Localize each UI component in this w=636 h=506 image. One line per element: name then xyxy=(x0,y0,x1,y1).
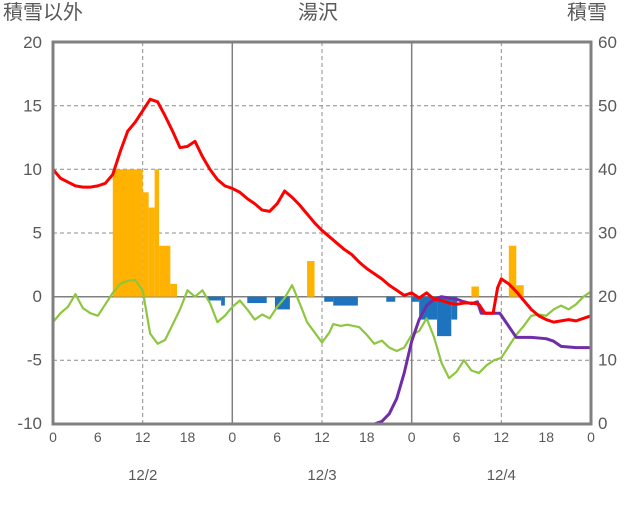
svg-text:15: 15 xyxy=(23,97,42,116)
svg-text:6: 6 xyxy=(453,429,461,445)
svg-text:12/3: 12/3 xyxy=(307,467,336,484)
svg-text:12/2: 12/2 xyxy=(128,467,157,484)
svg-text:60: 60 xyxy=(598,33,617,52)
svg-text:12/4: 12/4 xyxy=(487,467,516,484)
svg-text:18: 18 xyxy=(359,429,375,445)
svg-text:5: 5 xyxy=(33,224,42,243)
svg-text:10: 10 xyxy=(598,351,617,370)
svg-text:-5: -5 xyxy=(27,351,42,370)
svg-text:12: 12 xyxy=(135,429,151,445)
svg-text:積雪以外: 積雪以外 xyxy=(3,1,83,24)
svg-text:0: 0 xyxy=(33,287,42,306)
svg-text:18: 18 xyxy=(180,429,196,445)
svg-text:30: 30 xyxy=(598,224,617,243)
svg-text:-10: -10 xyxy=(17,414,42,433)
svg-text:湯沢: 湯沢 xyxy=(298,1,338,24)
svg-text:積雪: 積雪 xyxy=(567,1,607,24)
svg-text:12: 12 xyxy=(494,429,510,445)
svg-text:50: 50 xyxy=(598,97,617,116)
svg-text:0: 0 xyxy=(228,429,236,445)
svg-text:0: 0 xyxy=(587,429,595,445)
svg-text:6: 6 xyxy=(94,429,102,445)
svg-text:40: 40 xyxy=(598,160,617,179)
svg-text:20: 20 xyxy=(23,33,42,52)
svg-text:6: 6 xyxy=(273,429,281,445)
svg-text:12: 12 xyxy=(314,429,330,445)
svg-text:0: 0 xyxy=(598,414,607,433)
svg-text:18: 18 xyxy=(538,429,554,445)
svg-text:10: 10 xyxy=(23,160,42,179)
svg-text:0: 0 xyxy=(408,429,416,445)
svg-text:0: 0 xyxy=(49,429,57,445)
svg-text:20: 20 xyxy=(598,287,617,306)
